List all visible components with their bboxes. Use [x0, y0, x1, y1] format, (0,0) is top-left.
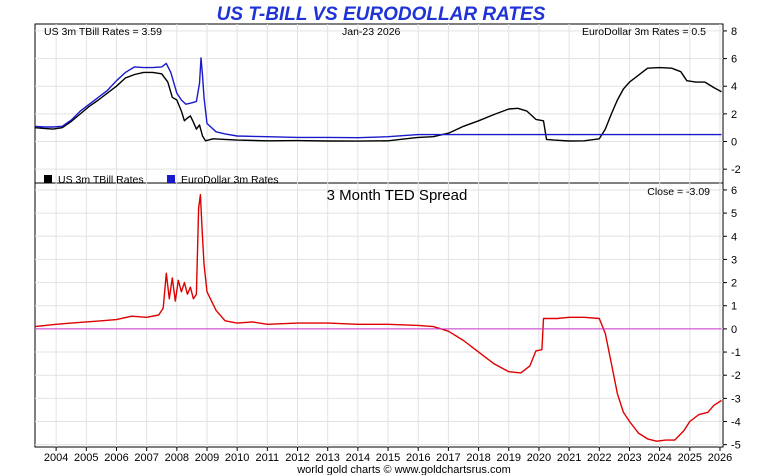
top-series-us-3m-tbill-rates	[34, 66, 722, 142]
xtick-label: 2008	[165, 452, 189, 464]
chart-title: US T-BILL VS EURODOLLAR RATES	[217, 4, 546, 25]
bottom-ytick-label: -5	[731, 440, 741, 452]
top-ytick-label: -2	[731, 164, 741, 176]
xtick-label: 2024	[647, 452, 671, 464]
top-ytick-label: 8	[731, 26, 737, 38]
xtick-label: 2007	[134, 452, 158, 464]
legend: US 3m TBill Rates EuroDollar 3m Rates	[44, 174, 278, 186]
bottom-ytick-label: 5	[731, 208, 737, 220]
xtick-label: 2022	[587, 452, 611, 464]
xtick-label: 2013	[315, 452, 339, 464]
bottom-series-3-month-ted-spread	[34, 193, 722, 442]
top-series-eurodollar-3m-rates	[34, 57, 722, 139]
legend-euro-label: EuroDollar 3m Rates	[181, 174, 278, 186]
top-panel-frame	[34, 23, 724, 184]
bottom-ytick-label: 6	[731, 185, 737, 197]
top-ytick-label: 6	[731, 54, 737, 66]
plot-area	[34, 57, 722, 442]
xtick-label: 2023	[617, 452, 641, 464]
xtick-label: 2004	[44, 452, 68, 464]
eurodollar-readout: EuroDollar 3m Rates = 0.5	[582, 26, 706, 38]
top-ytick-label: 2	[731, 109, 737, 121]
xtick-label: 2012	[285, 452, 309, 464]
ted-spread-title: 3 Month TED Spread	[327, 187, 468, 204]
tbill-readout: US 3m TBill Rates = 3.59	[44, 26, 162, 38]
y-tick-labels: -2 0 2 4 6 8 -5 -4 -3 -2 -1 0 1 2 3 4 5 6	[731, 26, 741, 452]
footer-credit: world gold charts © www.goldchartsrus.co…	[296, 464, 511, 475]
legend-tbill-label: US 3m TBill Rates	[58, 174, 144, 186]
x-tick-labels: 2004 2005 2006 2007 2008 2009 2010 2011 2012 2013…	[44, 447, 732, 464]
xtick-label: 2014	[346, 452, 370, 464]
xtick-label: 2017	[436, 452, 460, 464]
bottom-ytick-label: 3	[731, 254, 737, 266]
bottom-ytick-label: -4	[731, 417, 741, 429]
grid-lines	[35, 24, 727, 447]
bottom-panel-frame	[34, 182, 724, 448]
xtick-label: 2016	[406, 452, 430, 464]
xtick-label: 2021	[557, 452, 581, 464]
bottom-ytick-label: 0	[731, 324, 737, 336]
xtick-label: 2010	[225, 452, 249, 464]
close-readout: Close = -3.09	[647, 186, 710, 198]
bottom-ytick-label: 1	[731, 301, 737, 313]
xtick-label: 2026	[708, 452, 732, 464]
bottom-ytick-label: 2	[731, 278, 737, 290]
bottom-ytick-label: -2	[731, 370, 741, 382]
xtick-label: 2020	[527, 452, 551, 464]
xtick-label: 2006	[104, 452, 128, 464]
xtick-label: 2005	[74, 452, 98, 464]
xtick-label: 2015	[376, 452, 400, 464]
legend-tbill-swatch	[44, 175, 52, 183]
xtick-label: 2018	[466, 452, 490, 464]
bottom-ytick-label: -1	[731, 347, 741, 359]
bottom-ytick-label: 4	[731, 231, 737, 243]
legend-euro-swatch	[167, 175, 175, 183]
xtick-label: 2019	[497, 452, 521, 464]
xtick-label: 2025	[678, 452, 702, 464]
date-label: Jan-23 2026	[342, 26, 401, 38]
top-ytick-label: 4	[731, 81, 737, 93]
top-ytick-label: 0	[731, 137, 737, 149]
bottom-ytick-label: -3	[731, 393, 741, 405]
xtick-label: 2009	[195, 452, 219, 464]
xtick-label: 2011	[256, 452, 280, 464]
